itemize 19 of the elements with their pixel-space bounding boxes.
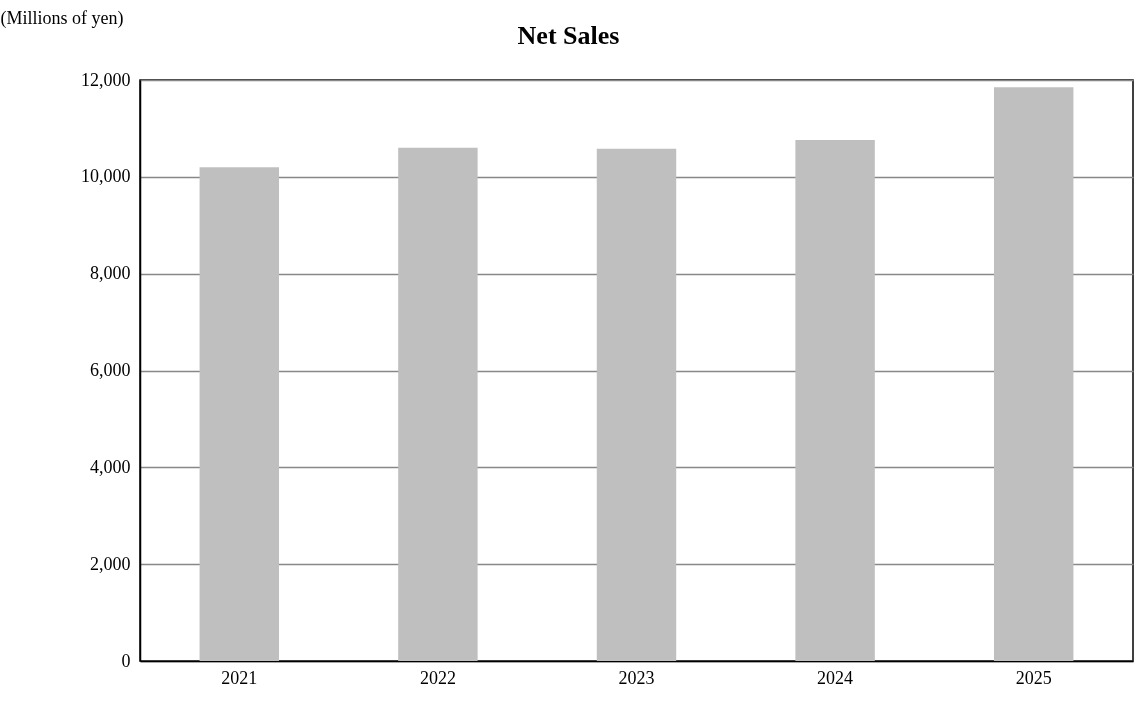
bar bbox=[993, 87, 1074, 661]
y-tick-label: 6,000 bbox=[90, 360, 131, 380]
y-tick-label: 2,000 bbox=[90, 553, 131, 574]
x-tick-label: 2021 bbox=[221, 667, 258, 688]
chart-title: Net Sales bbox=[517, 21, 620, 50]
bar bbox=[795, 140, 875, 661]
y-tick-label: 8,000 bbox=[90, 263, 131, 284]
bar bbox=[199, 167, 280, 661]
x-tick-label: 2025 bbox=[1015, 667, 1052, 688]
y-axis-title: (Millions of yen) bbox=[0, 7, 124, 29]
bar bbox=[398, 147, 478, 661]
y-tick-label: 12,000 bbox=[81, 69, 131, 90]
x-tick-label: 2024 bbox=[817, 667, 854, 688]
y-tick-label: 10,000 bbox=[81, 166, 131, 187]
x-tick-label: 2023 bbox=[618, 667, 655, 688]
y-tick-label: 0 bbox=[121, 650, 131, 671]
x-tick-label: 2022 bbox=[419, 667, 456, 688]
bar bbox=[596, 148, 677, 661]
y-tick-label: 4,000 bbox=[90, 456, 131, 477]
